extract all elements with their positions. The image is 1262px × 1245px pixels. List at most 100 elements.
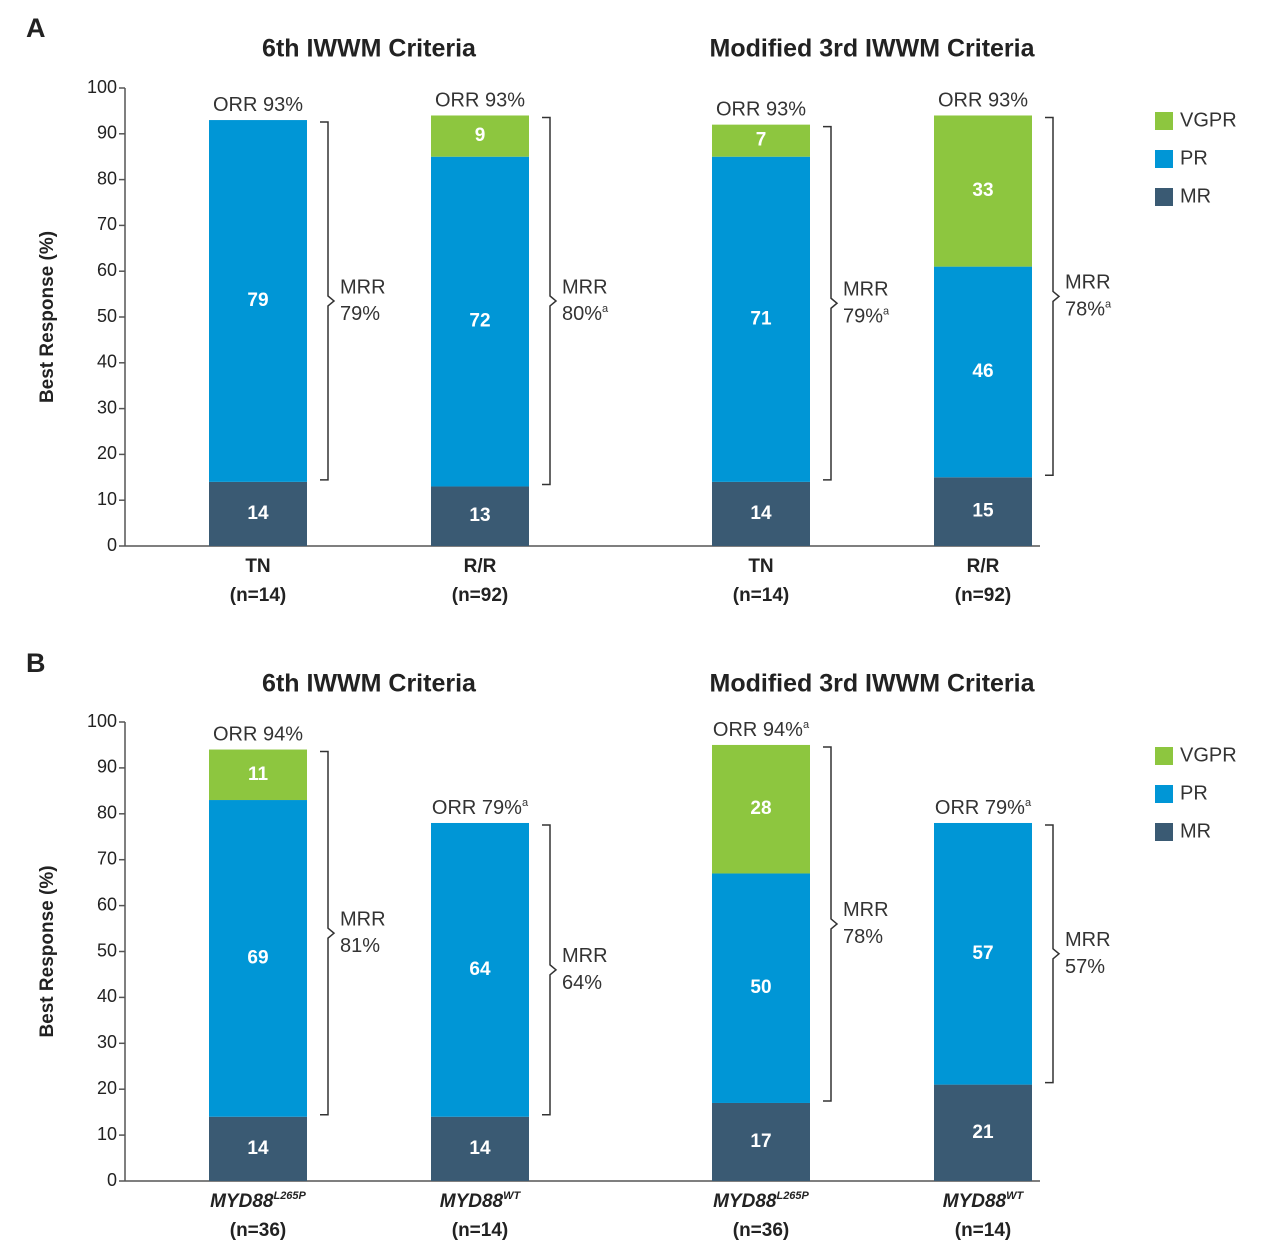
mrr-label: MRR [843,279,889,301]
group-title: Modified 3rd IWWM Criteria [710,670,1036,698]
value-label: 17 [750,1131,771,1152]
mrr-value: 57% [1065,956,1105,978]
value-label: 11 [248,764,269,785]
mrr-value: 78%a [1065,298,1112,320]
mrr-bracket [823,746,839,1102]
orr-label: ORR 79%a [935,797,1032,819]
bar-segment [712,481,810,546]
orr-label: ORR 94% [213,724,303,746]
legend-swatch [1155,785,1173,803]
x-tick-label-main: MYD88 [713,1191,777,1212]
orr-label: ORR 93% [716,99,806,121]
x-tick-label-sup: WT [503,1190,521,1202]
legend-label: MR [1180,185,1211,207]
x-tick-label-sup: L265P [776,1190,809,1202]
mrr-value-main: 57% [1065,956,1105,978]
panel-label: A [26,13,46,43]
y-tick-label: 10 [97,489,117,509]
mrr-value-sup: a [883,305,890,317]
y-tick-label: 80 [97,803,117,823]
y-tick-label: 10 [97,1124,117,1144]
mrr-value-sup: a [1105,298,1112,310]
orr-label-sup: a [803,719,810,731]
x-tick-label-main: R/R [464,556,497,577]
value-label: 57 [972,943,993,964]
x-tick-label: MYD88L265P [713,1190,809,1212]
mrr-bracket [1045,116,1061,477]
value-label: 7 [756,130,767,151]
value-label: 14 [750,503,772,524]
orr-label-main: ORR 93% [716,99,806,121]
x-tick-label-main: MYD88 [440,1191,504,1212]
orr-label: ORR 79%a [432,797,529,819]
legend-label: MR [1180,820,1211,842]
x-tick-label: TN [245,556,270,577]
x-tick-label: R/R [464,556,497,577]
value-label: 79 [247,290,268,311]
bar-segment [431,115,529,157]
y-axis-label: Best Response (%) [37,865,58,1037]
y-tick-label: 20 [97,1078,117,1098]
value-label: 50 [750,977,771,998]
y-tick-label: 0 [107,535,117,555]
legend-label: VGPR [1180,109,1237,131]
y-tick-label: 100 [87,711,117,731]
bar-segment [712,124,810,157]
value-label: 21 [972,1122,994,1143]
bar-segment [934,1084,1032,1181]
legend-label: PR [1180,147,1208,169]
mrr-value-main: 64% [562,972,602,994]
orr-label: ORR 93% [213,94,303,116]
mrr-value-main: 78% [1065,299,1105,321]
mrr-value: 79% [340,303,380,325]
x-tick-label-main: R/R [967,556,1000,577]
bar-segment [431,1116,529,1181]
panel-label: B [26,648,46,678]
mrr-label: MRR [562,945,608,967]
bar-segment [209,481,307,546]
legend-swatch [1155,112,1173,130]
y-tick-label: 30 [97,397,117,417]
mrr-bracket [1045,824,1061,1084]
y-tick-label: 70 [97,214,117,234]
bar-segment [431,486,529,546]
mrr-label: MRR [1065,272,1111,294]
value-label: 72 [469,311,490,332]
x-tick-note: (n=14) [733,585,790,606]
y-tick-label: 70 [97,848,117,868]
value-label: 15 [972,501,994,522]
mrr-bracket [320,121,336,481]
y-tick-label: 30 [97,1032,117,1052]
y-tick-label: 90 [97,757,117,777]
legend-swatch [1155,188,1173,206]
value-label: 14 [247,503,269,524]
x-tick-label-main: MYD88 [210,1191,274,1212]
bar-segment [712,744,810,874]
bar-segment [934,266,1032,478]
bar-segment [209,120,307,482]
legend-swatch [1155,747,1173,765]
x-tick-label: R/R [967,556,1000,577]
value-label: 69 [247,947,268,968]
y-tick-label: 60 [97,260,117,280]
y-tick-label: 50 [97,306,117,326]
value-label: 46 [972,361,993,382]
x-tick-note: (n=92) [452,585,509,606]
mrr-bracket [542,824,558,1116]
bar-segment [209,749,307,801]
mrr-value-sup: a [602,303,609,315]
mrr-label: MRR [843,899,889,921]
mrr-label: MRR [340,908,386,930]
mrr-value: 81% [340,935,380,957]
mrr-bracket [542,116,558,486]
x-tick-label: MYD88WT [440,1190,522,1212]
mrr-bracket [320,750,336,1116]
y-tick-label: 60 [97,894,117,914]
y-tick-label: 40 [97,986,117,1006]
mrr-label: MRR [1065,929,1111,951]
orr-label: ORR 93% [938,90,1028,112]
value-label: 13 [469,505,490,526]
x-tick-label: MYD88L265P [210,1190,306,1212]
x-tick-label-main: TN [748,556,773,577]
